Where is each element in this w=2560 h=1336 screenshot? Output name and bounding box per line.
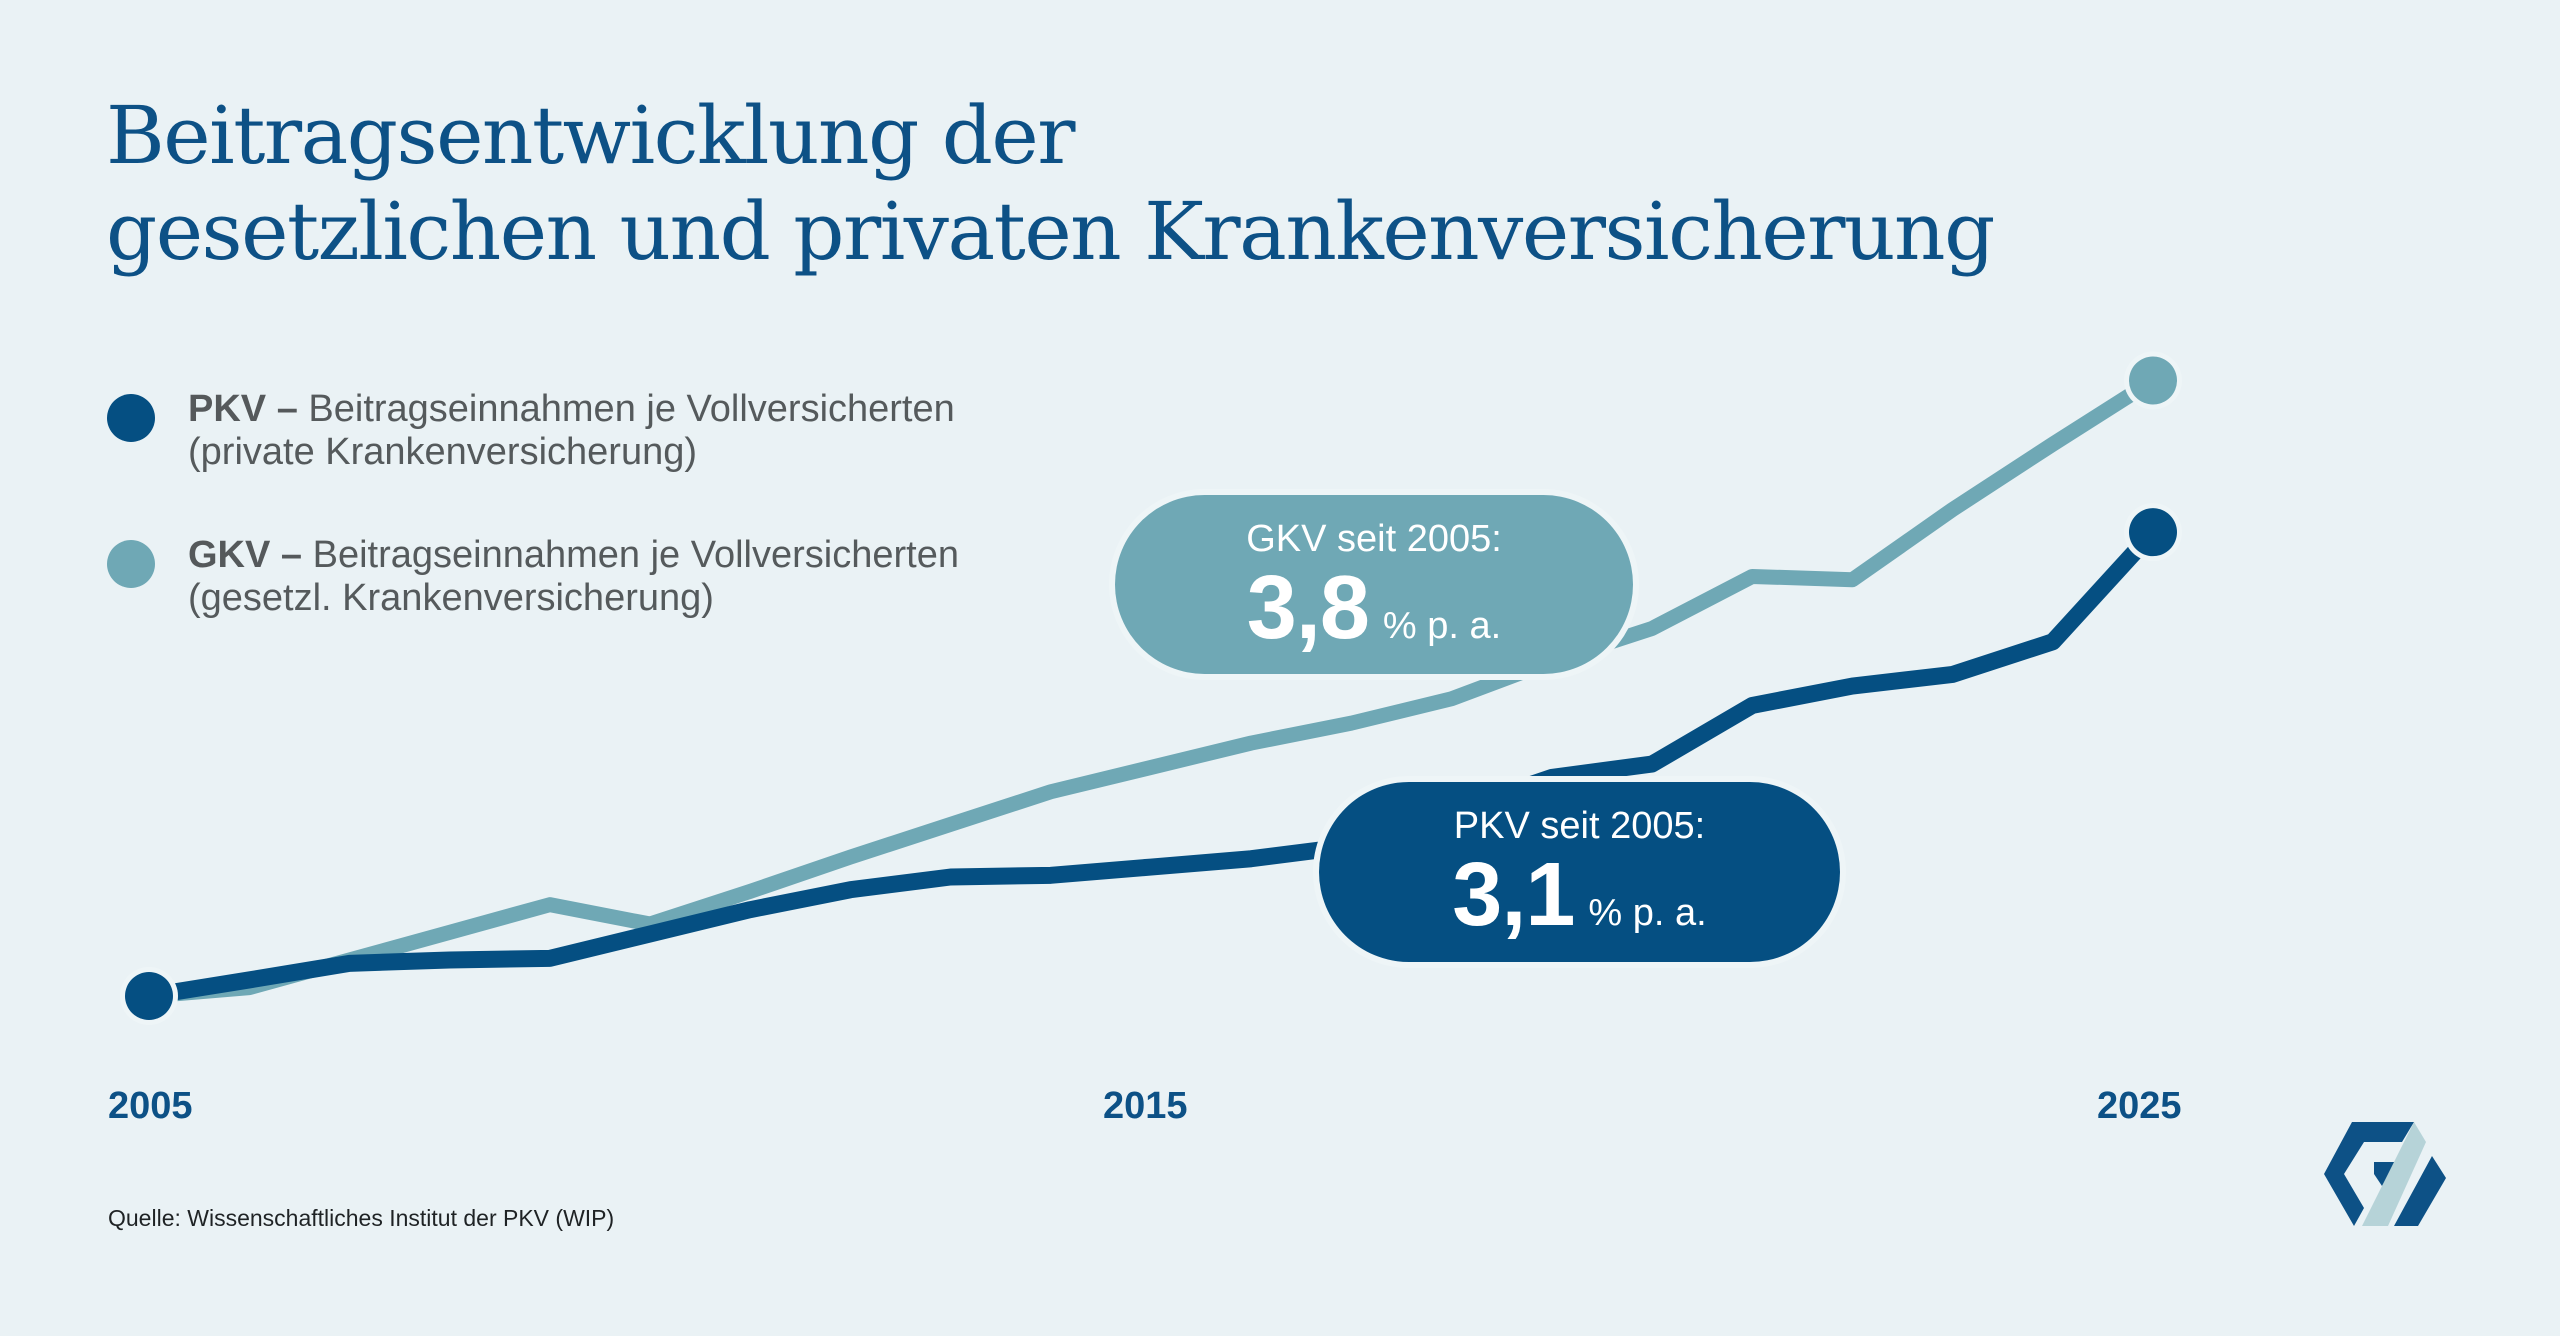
- callout-pkv-value-row: 3,1 % p. a.: [1319, 848, 1840, 960]
- callout-gkv-heading: GKV seit 2005:: [1246, 518, 1502, 560]
- callout-gkv-value: 3,8: [1246, 558, 1370, 658]
- callout-gkv-value-row: 3,8 % p. a.: [1115, 561, 1633, 673]
- x-tick-label-2025: 2025: [2097, 1085, 2182, 1127]
- callout-gkv: GKV seit 2005: 3,8 % p. a.: [1115, 495, 1633, 674]
- logo-light-bar: [2362, 1122, 2426, 1226]
- legend-dot-gkv-icon: [107, 540, 155, 588]
- callout-pkv-heading: PKV seit 2005:: [1453, 805, 1706, 847]
- end-marker-pkv: [2129, 508, 2177, 557]
- callout-pkv-unit: % p. a.: [1588, 892, 1707, 934]
- legend-text-gkv: GKV – Beitragseinnahmen je Vollversicher…: [188, 534, 959, 620]
- series-line-pkv: [147, 526, 2160, 1005]
- logo-dark-shape: [2324, 1122, 2414, 1226]
- legend-sublabel-pkv: (private Krankenversicherung): [188, 431, 698, 473]
- callout-pkv: PKV seit 2005: 3,1 % p. a.: [1319, 782, 1840, 962]
- chart-title-line-1: Beitragsentwicklung der: [106, 89, 1075, 182]
- legend-abbr-pkv: PKV –: [188, 388, 298, 430]
- callout-gkv-unit: % p. a.: [1382, 605, 1502, 647]
- chart-title-line-2: gesetzlichen und privaten Krankenversich…: [106, 185, 1995, 278]
- pkv-logo-icon: [2324, 1122, 2446, 1226]
- legend-label-gkv: Beitragseinnahmen je Vollversicherten: [312, 534, 959, 576]
- legend-sublabel-gkv: (gesetzl. Krankenversicherung): [188, 577, 714, 619]
- start-marker-pkv: [125, 972, 173, 1020]
- x-tick-label-2005: 2005: [108, 1085, 193, 1127]
- source-note: Quelle: Wissenschaftliches Institut der …: [108, 1205, 615, 1231]
- logo-dark-bar: [2394, 1156, 2446, 1226]
- legend-dot-pkv-icon: [107, 394, 155, 442]
- chart-title: Beitragsentwicklung der gesetzlichen und…: [106, 88, 1995, 280]
- series-line-gkv: [148, 374, 2158, 1004]
- x-tick-label-2015: 2015: [1103, 1085, 1188, 1127]
- logo-dark-inner: [2374, 1162, 2396, 1186]
- end-marker-gkv: [2129, 356, 2177, 405]
- legend-abbr-gkv: GKV –: [188, 534, 303, 576]
- legend-text-pkv: PKV – Beitragseinnahmen je Vollversicher…: [188, 388, 955, 474]
- legend-label-pkv: Beitragseinnahmen je Vollversicherten: [308, 388, 955, 430]
- callout-pkv-value: 3,1: [1452, 845, 1575, 945]
